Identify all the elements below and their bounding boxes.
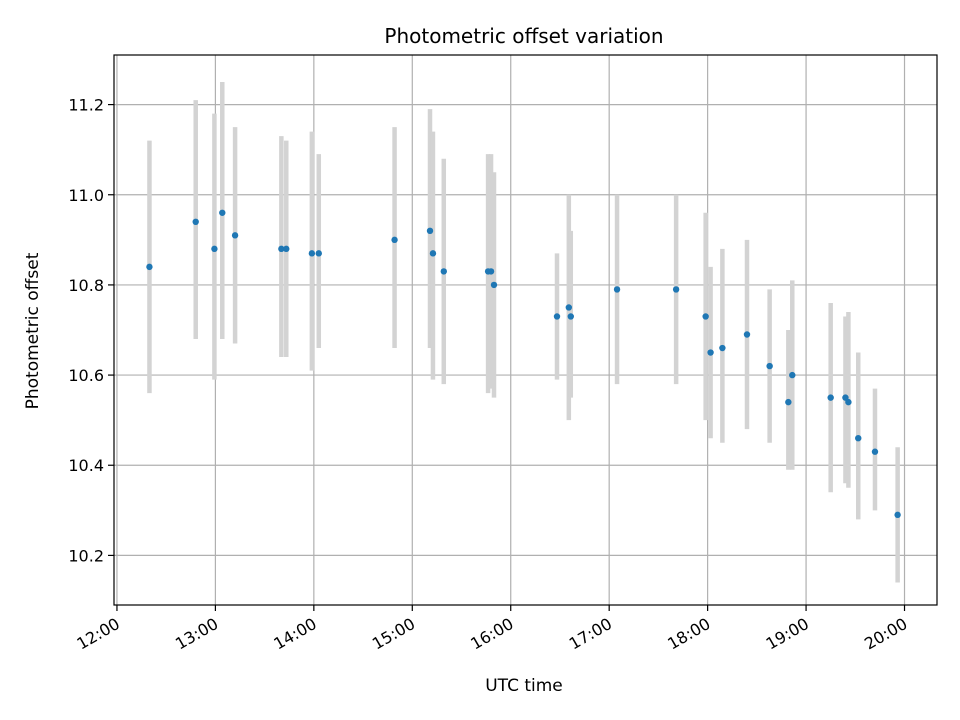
data-point: [613, 286, 621, 293]
data-point: [278, 245, 285, 253]
data-point: [567, 313, 574, 320]
chart-title: Photometric offset variation: [384, 24, 663, 48]
data-point: [315, 250, 322, 257]
data-point: [146, 263, 153, 271]
data-point: [702, 313, 709, 320]
data-point: [429, 250, 437, 257]
data-point: [894, 511, 901, 519]
data-point: [707, 349, 714, 356]
data-point: [231, 232, 239, 239]
grid-lines: [114, 55, 937, 605]
data-point: [743, 331, 751, 338]
data-point: [211, 245, 218, 253]
data-point: [391, 236, 398, 244]
data-point: [845, 398, 852, 406]
data-point: [785, 398, 792, 406]
data-point: [553, 313, 561, 320]
data-point: [789, 371, 796, 379]
data-point: [219, 209, 226, 216]
data-point: [565, 304, 573, 311]
data-point: [440, 268, 447, 275]
data-point: [308, 250, 316, 257]
x-axis-label: UTC time: [485, 676, 563, 696]
data-point: [192, 218, 199, 226]
data-point: [719, 344, 726, 352]
data-points: [146, 209, 901, 519]
y-axis-ticks: 10.2 10.4 10.6 10.8 11.0 11.2: [68, 96, 114, 565]
y-tick-label: 11.0: [68, 186, 104, 205]
data-point: [766, 362, 773, 370]
data-point: [855, 434, 862, 442]
y-tick-label: 10.8: [68, 276, 104, 295]
data-point: [871, 448, 879, 455]
data-point: [672, 286, 680, 293]
y-tick-label: 11.2: [68, 96, 104, 115]
data-point: [842, 394, 849, 401]
y-tick-label: 10.6: [68, 366, 104, 385]
y-tick-label: 10.4: [68, 456, 104, 475]
data-point: [490, 281, 498, 289]
data-point: [426, 227, 434, 235]
data-point: [283, 245, 290, 253]
data-point: [487, 268, 495, 275]
y-axis-label: Photometric offset: [23, 252, 43, 409]
plot-frame: [113, 54, 938, 606]
data-point: [827, 394, 834, 401]
y-tick-label: 10.2: [68, 546, 104, 565]
